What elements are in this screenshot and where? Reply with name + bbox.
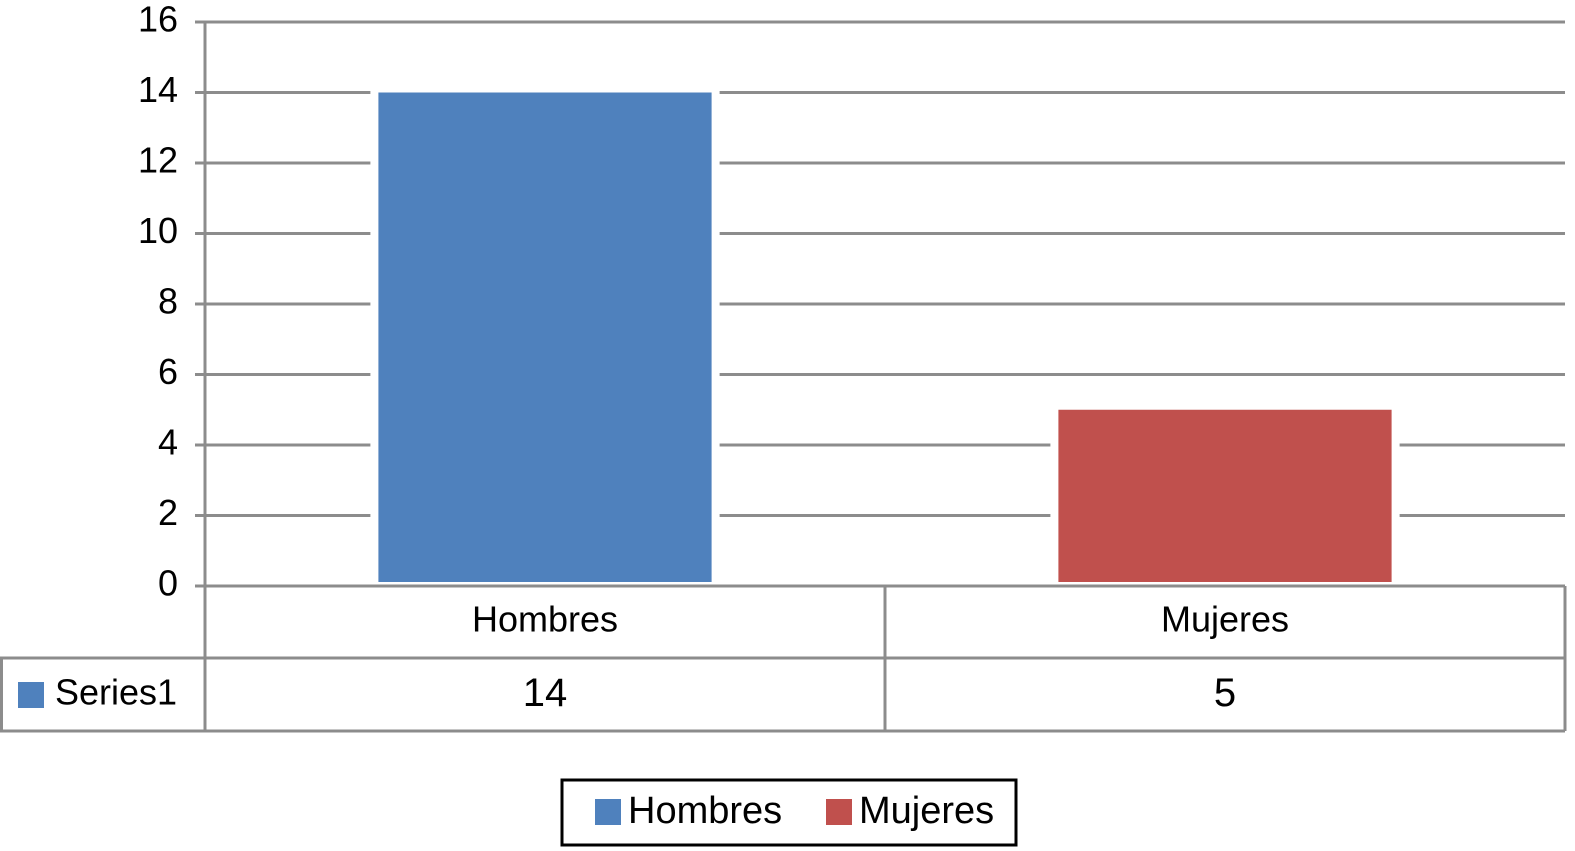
y-tick-label: 12: [138, 140, 178, 181]
y-tick-label: 0: [158, 563, 178, 604]
bar: [378, 92, 712, 582]
y-tick-label: 14: [138, 69, 178, 110]
y-tick-label: 2: [158, 492, 178, 533]
bar: [1058, 409, 1392, 582]
y-tick-label: 16: [138, 0, 178, 40]
legend-box: [560, 778, 1018, 847]
table-value: 14: [523, 671, 568, 715]
legend-key: [595, 799, 621, 825]
x-tick-label: Hombres: [472, 599, 618, 640]
y-tick-label: 6: [158, 351, 178, 392]
legend-label: Mujeres: [859, 790, 994, 832]
y-tick-label: 4: [158, 422, 178, 463]
x-tick-label: Mujeres: [1161, 599, 1289, 640]
table-series-name: Series1: [55, 672, 177, 713]
legend-label: Hombres: [628, 790, 782, 832]
table-value: 5: [1214, 671, 1236, 715]
table-key: [18, 682, 44, 708]
y-tick-label: 10: [138, 210, 178, 251]
legend-key: [826, 799, 852, 825]
y-tick-label: 8: [158, 281, 178, 322]
